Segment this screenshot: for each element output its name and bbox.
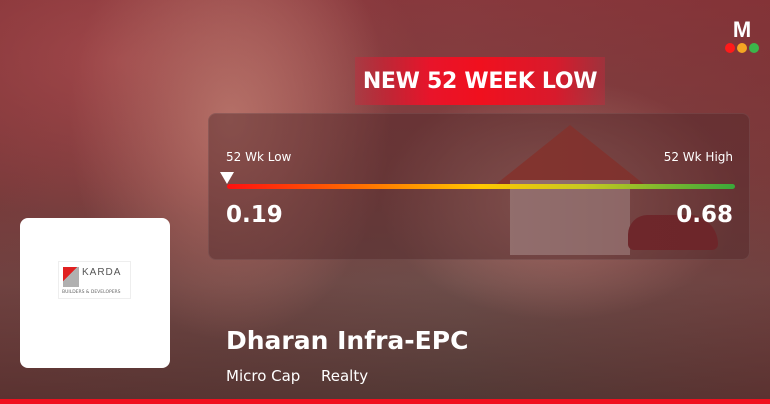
- 52wk-low-label: 52 Wk Low: [226, 150, 292, 164]
- karda-k-icon: [63, 267, 79, 287]
- brand-logo-letter: M: [732, 17, 752, 42]
- orange-dot-icon: [737, 43, 747, 53]
- range-gradient-bar: [227, 184, 735, 189]
- company-logo-card: KARDA BUILDERS & DEVELOPERS: [20, 218, 170, 368]
- company-logo: KARDA BUILDERS & DEVELOPERS: [58, 261, 131, 299]
- company-logo-subtext: BUILDERS & DEVELOPERS: [62, 290, 121, 295]
- 52wk-low-value: 0.19: [226, 202, 283, 228]
- bottom-accent-strip: [0, 399, 770, 404]
- brand-logo: M: [724, 17, 760, 54]
- 52wk-high-value: 0.68: [676, 202, 733, 228]
- 52wk-high-label: 52 Wk High: [663, 150, 733, 164]
- market-cap-tag: Micro Cap: [226, 367, 301, 385]
- toy-car-image: [628, 215, 718, 250]
- current-price-marker-icon: [220, 172, 234, 184]
- sector-tag: Realty: [321, 367, 369, 385]
- company-logo-text: KARDA: [82, 267, 122, 278]
- house-image: [495, 125, 645, 255]
- company-name: Dharan Infra-EPC: [226, 326, 469, 355]
- alert-banner-text: NEW 52 WEEK LOW: [362, 68, 598, 94]
- 52-week-range-panel: 52 Wk Low 52 Wk High 0.19 0.68: [208, 113, 750, 260]
- alert-banner: NEW 52 WEEK LOW: [355, 57, 605, 105]
- green-dot-icon: [749, 43, 759, 53]
- red-dot-icon: [725, 43, 735, 53]
